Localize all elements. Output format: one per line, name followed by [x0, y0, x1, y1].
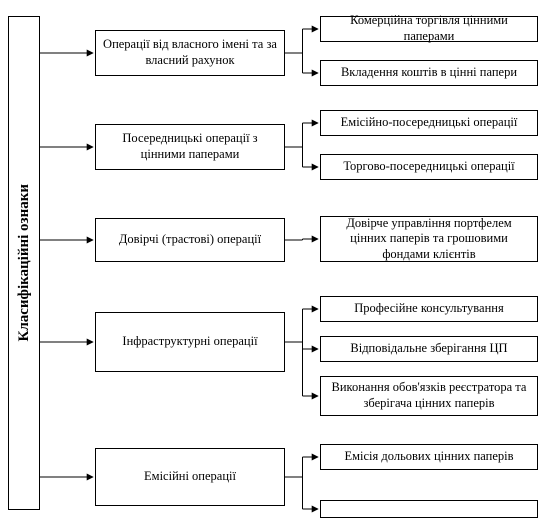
child-box: Емісія дольових цінних паперів	[320, 444, 538, 470]
child-box: Торгово-посередницькі операції	[320, 154, 538, 180]
root-label: Класифікаційні ознаки	[16, 184, 33, 342]
child-box: Професійне консультування	[320, 296, 538, 322]
category-box: Інфраструктурні операції	[95, 312, 285, 372]
child-box: Комерційна торгівля цінними паперами	[320, 16, 538, 42]
child-box: Вкладення коштів в цінні папери	[320, 60, 538, 86]
category-box: Емісійні операції	[95, 448, 285, 506]
child-box: Довірче управління портфелем цінних папе…	[320, 216, 538, 262]
child-box: Виконання обов'язків реєстратора та збер…	[320, 376, 538, 416]
root-box: Класифікаційні ознаки	[8, 16, 40, 510]
child-box: Відповідальне зберігання ЦП	[320, 336, 538, 362]
category-box: Операції від власного імені та за власни…	[95, 30, 285, 76]
category-box: Довірчі (трастові) операції	[95, 218, 285, 262]
child-box	[320, 500, 538, 518]
child-box: Емісійно-посередницькі операції	[320, 110, 538, 136]
category-box: Посередницькі операції з цінними паперам…	[95, 124, 285, 170]
